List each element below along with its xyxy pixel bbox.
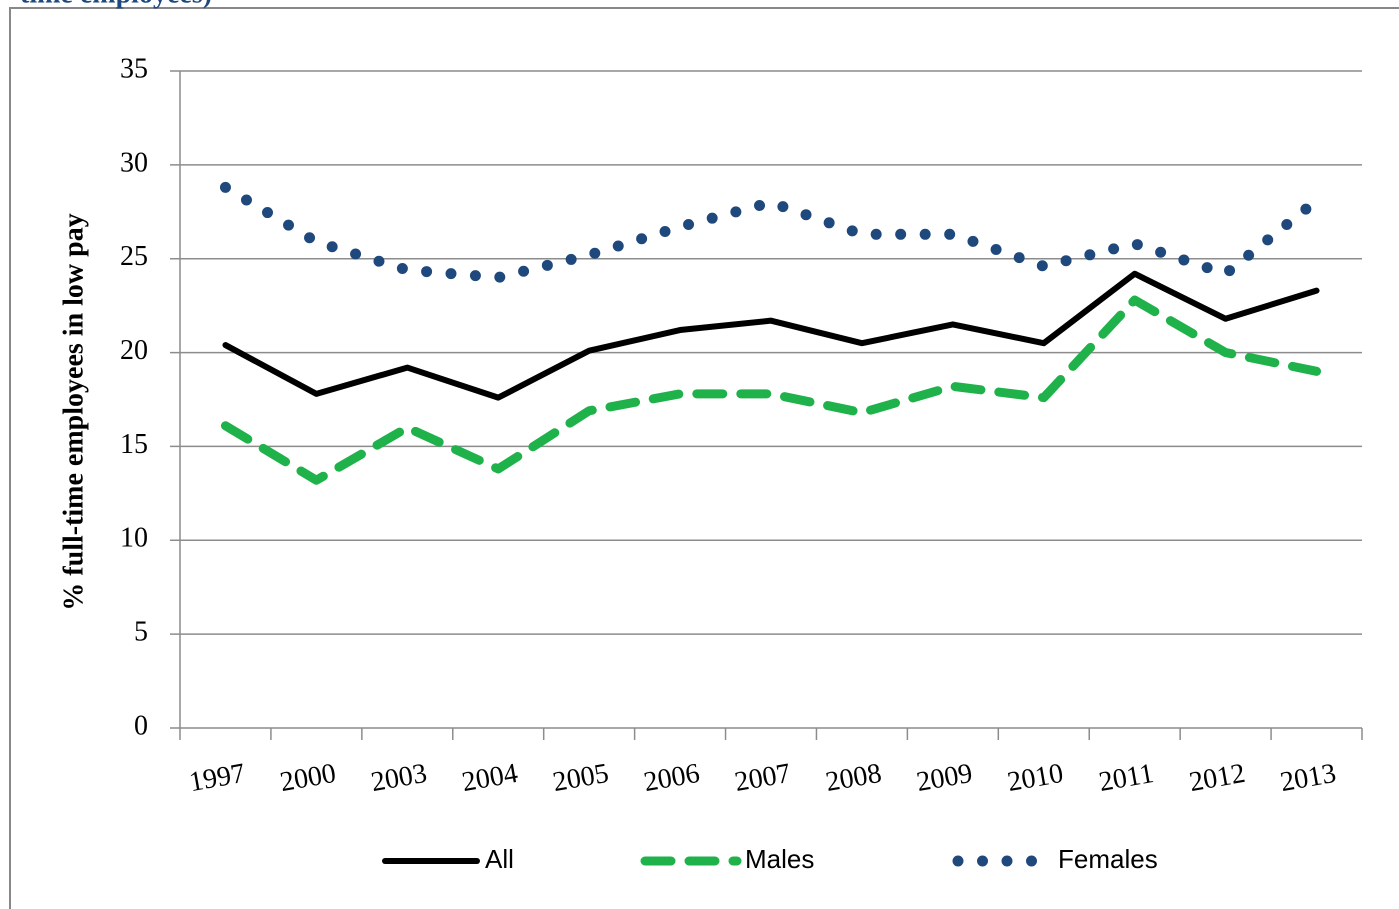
x-tick-label: 2000 [278,758,339,798]
x-tick-label: 2004 [460,758,521,798]
y-tick-label: 0 [134,710,148,741]
chart-frame [9,7,1399,909]
legend-label: Females [1058,844,1158,874]
x-tick-label: 2010 [1005,758,1066,798]
x-tick-label: 2003 [369,758,430,798]
x-tick-label: 2012 [1187,758,1248,798]
legend-label: Males [745,844,814,874]
series-line [219,181,1323,283]
y-tick-label: 10 [120,523,148,554]
chart-title: time employees) [20,0,212,9]
x-tick-label: 2005 [551,758,612,798]
y-tick-label: 5 [134,617,148,648]
y-axis-label: % full-time employees in low pay [58,213,89,610]
x-tick-label: 2011 [1097,758,1157,798]
y-tick-label: 20 [120,335,148,366]
x-tick-label: 2006 [641,758,702,798]
y-tick-label: 15 [120,429,148,460]
x-tick-label: 2013 [1278,758,1339,798]
x-tick-label: 2008 [823,758,884,798]
x-tick-label: 2009 [914,758,975,798]
series-line [222,270,1320,401]
y-tick-label: 30 [120,147,148,178]
x-tick-label: 1997 [187,758,248,798]
x-tick-label: 2007 [732,758,793,798]
y-tick-label: 35 [120,53,148,84]
series-line [220,295,1322,485]
legend-label: All [485,844,514,874]
y-tick-label: 25 [120,241,148,272]
